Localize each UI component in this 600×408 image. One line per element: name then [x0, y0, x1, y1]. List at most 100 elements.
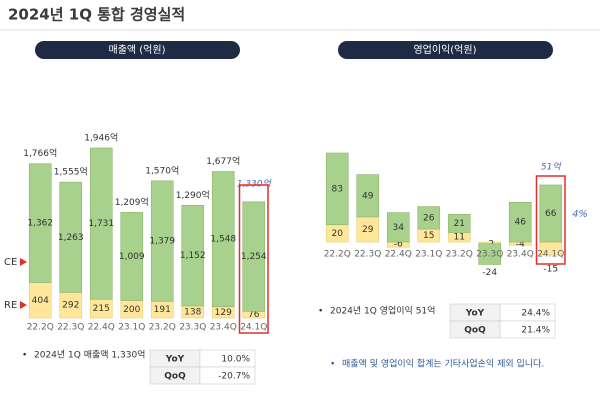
page-title: 2024년 1Q 통합 경영실적	[8, 6, 185, 24]
bar-segment	[325, 152, 349, 226]
x-tick-label: 24.1Q	[537, 250, 564, 260]
highlight-box	[238, 184, 269, 334]
value-label: 66	[545, 209, 557, 219]
x-tick-label: 23.3Q	[476, 250, 503, 260]
annotation: 4%	[572, 209, 588, 220]
value-label: 1,263	[58, 233, 84, 243]
value-label: 46	[515, 218, 527, 228]
total-label: 1,946억	[84, 132, 118, 144]
table-label: QoQ	[464, 326, 486, 336]
value-label: 1,254	[241, 252, 267, 262]
x-tick-label: 24.1Q	[240, 323, 267, 333]
total-label: 1,209억	[115, 196, 149, 208]
value-label: 404	[32, 296, 49, 306]
x-tick-label: 23.1Q	[118, 323, 145, 333]
value-label: -6	[394, 240, 403, 250]
bar-segment	[150, 180, 174, 302]
x-tick-label: 23.3Q	[179, 323, 206, 333]
value-label: 1,731	[88, 219, 114, 229]
table-value: 10.0%	[221, 355, 250, 365]
value-label: 49	[362, 191, 374, 201]
legend-marker	[20, 258, 27, 266]
x-tick-label: 22.4Q	[88, 323, 115, 333]
bar-segment	[59, 181, 83, 293]
legend-label: CE	[4, 257, 17, 268]
value-label: 76	[248, 310, 260, 320]
value-label: 215	[93, 304, 110, 314]
total-label: 1,330억	[237, 178, 272, 189]
value-label: 15	[423, 231, 434, 241]
bullet: •	[330, 360, 335, 370]
value-label: 26	[423, 213, 435, 223]
bar-segment	[386, 212, 410, 243]
value-label: 200	[123, 305, 140, 315]
bar-segment	[417, 206, 441, 230]
x-tick-label: 23.4Q	[210, 323, 237, 333]
value-label: -4	[516, 240, 525, 250]
x-tick-label: 22.2Q	[27, 323, 54, 333]
value-label: 34	[393, 223, 405, 233]
x-tick-label: 22.4Q	[385, 250, 412, 260]
header-pill	[35, 41, 240, 59]
bar-segment	[181, 205, 205, 307]
x-tick-label: 22.3Q	[57, 323, 84, 333]
table-value: -20.7%	[218, 372, 250, 382]
bar-segment	[242, 201, 266, 312]
value-label: 191	[154, 305, 171, 315]
x-tick-label: 23.2Q	[149, 323, 176, 333]
value-label: -24	[482, 268, 497, 278]
legend-marker	[20, 301, 27, 309]
total-label: 1,766억	[23, 147, 57, 159]
total-label: 1,555억	[54, 166, 88, 178]
table-label: YoY	[465, 309, 485, 319]
bar-segment	[447, 214, 471, 233]
table-label: YoY	[165, 355, 185, 365]
value-label: 1,379	[149, 237, 175, 247]
legend-label: RE	[4, 300, 17, 311]
total-label: 1,290억	[176, 189, 210, 201]
value-label: 29	[362, 225, 374, 235]
value-label: -15	[543, 264, 558, 274]
total-label: 1,570억	[145, 164, 179, 176]
bar-segment	[89, 147, 113, 300]
table-value: 21.4%	[521, 326, 550, 336]
bar-segment	[120, 212, 144, 301]
summary-text: 2024년 1Q 매출액 1,330억	[34, 349, 145, 361]
value-label: 21	[454, 219, 465, 229]
x-tick-label: 23.2Q	[446, 250, 473, 260]
summary-text: 2024년 1Q 영업이익 51억	[330, 305, 435, 317]
table-label: QoQ	[164, 372, 186, 382]
x-tick-label: 22.2Q	[324, 250, 351, 260]
value-label: 20	[332, 229, 344, 239]
table-value: 24.4%	[521, 309, 550, 319]
value-label: 292	[62, 301, 79, 311]
value-label: 1,009	[119, 252, 145, 262]
total-label: 51억	[541, 161, 561, 172]
bar-segment	[508, 201, 532, 243]
bullet: •	[22, 351, 27, 361]
value-label: 11	[454, 233, 465, 243]
table-cell	[199, 366, 256, 385]
total-label: 1,677억	[206, 155, 240, 167]
note: 매출액 및 영업이익 합계는 기타사업손익 제외 입니다.	[342, 358, 544, 370]
highlight-box	[535, 175, 566, 265]
bar-segment	[356, 174, 380, 218]
chart-title: 영업이익(억원)	[413, 43, 476, 56]
x-tick-label: 23.1Q	[415, 250, 442, 260]
x-tick-label: 23.4Q	[507, 250, 534, 260]
value-label: 1,548	[210, 235, 236, 245]
bullet: •	[318, 307, 323, 317]
value-label: 1,362	[27, 219, 53, 229]
chart-title: 매출액 (억원)	[109, 44, 166, 56]
value-label: 138	[184, 307, 201, 317]
bar-segment	[28, 163, 52, 284]
x-tick-label: 22.3Q	[354, 250, 381, 260]
bar-segment	[539, 184, 563, 243]
bar-segment	[478, 243, 502, 265]
value-label: 1,152	[180, 251, 206, 261]
value-label: 129	[215, 308, 232, 318]
bar-segment	[211, 171, 235, 308]
table-cell	[499, 320, 556, 339]
value-label: 83	[332, 184, 343, 194]
